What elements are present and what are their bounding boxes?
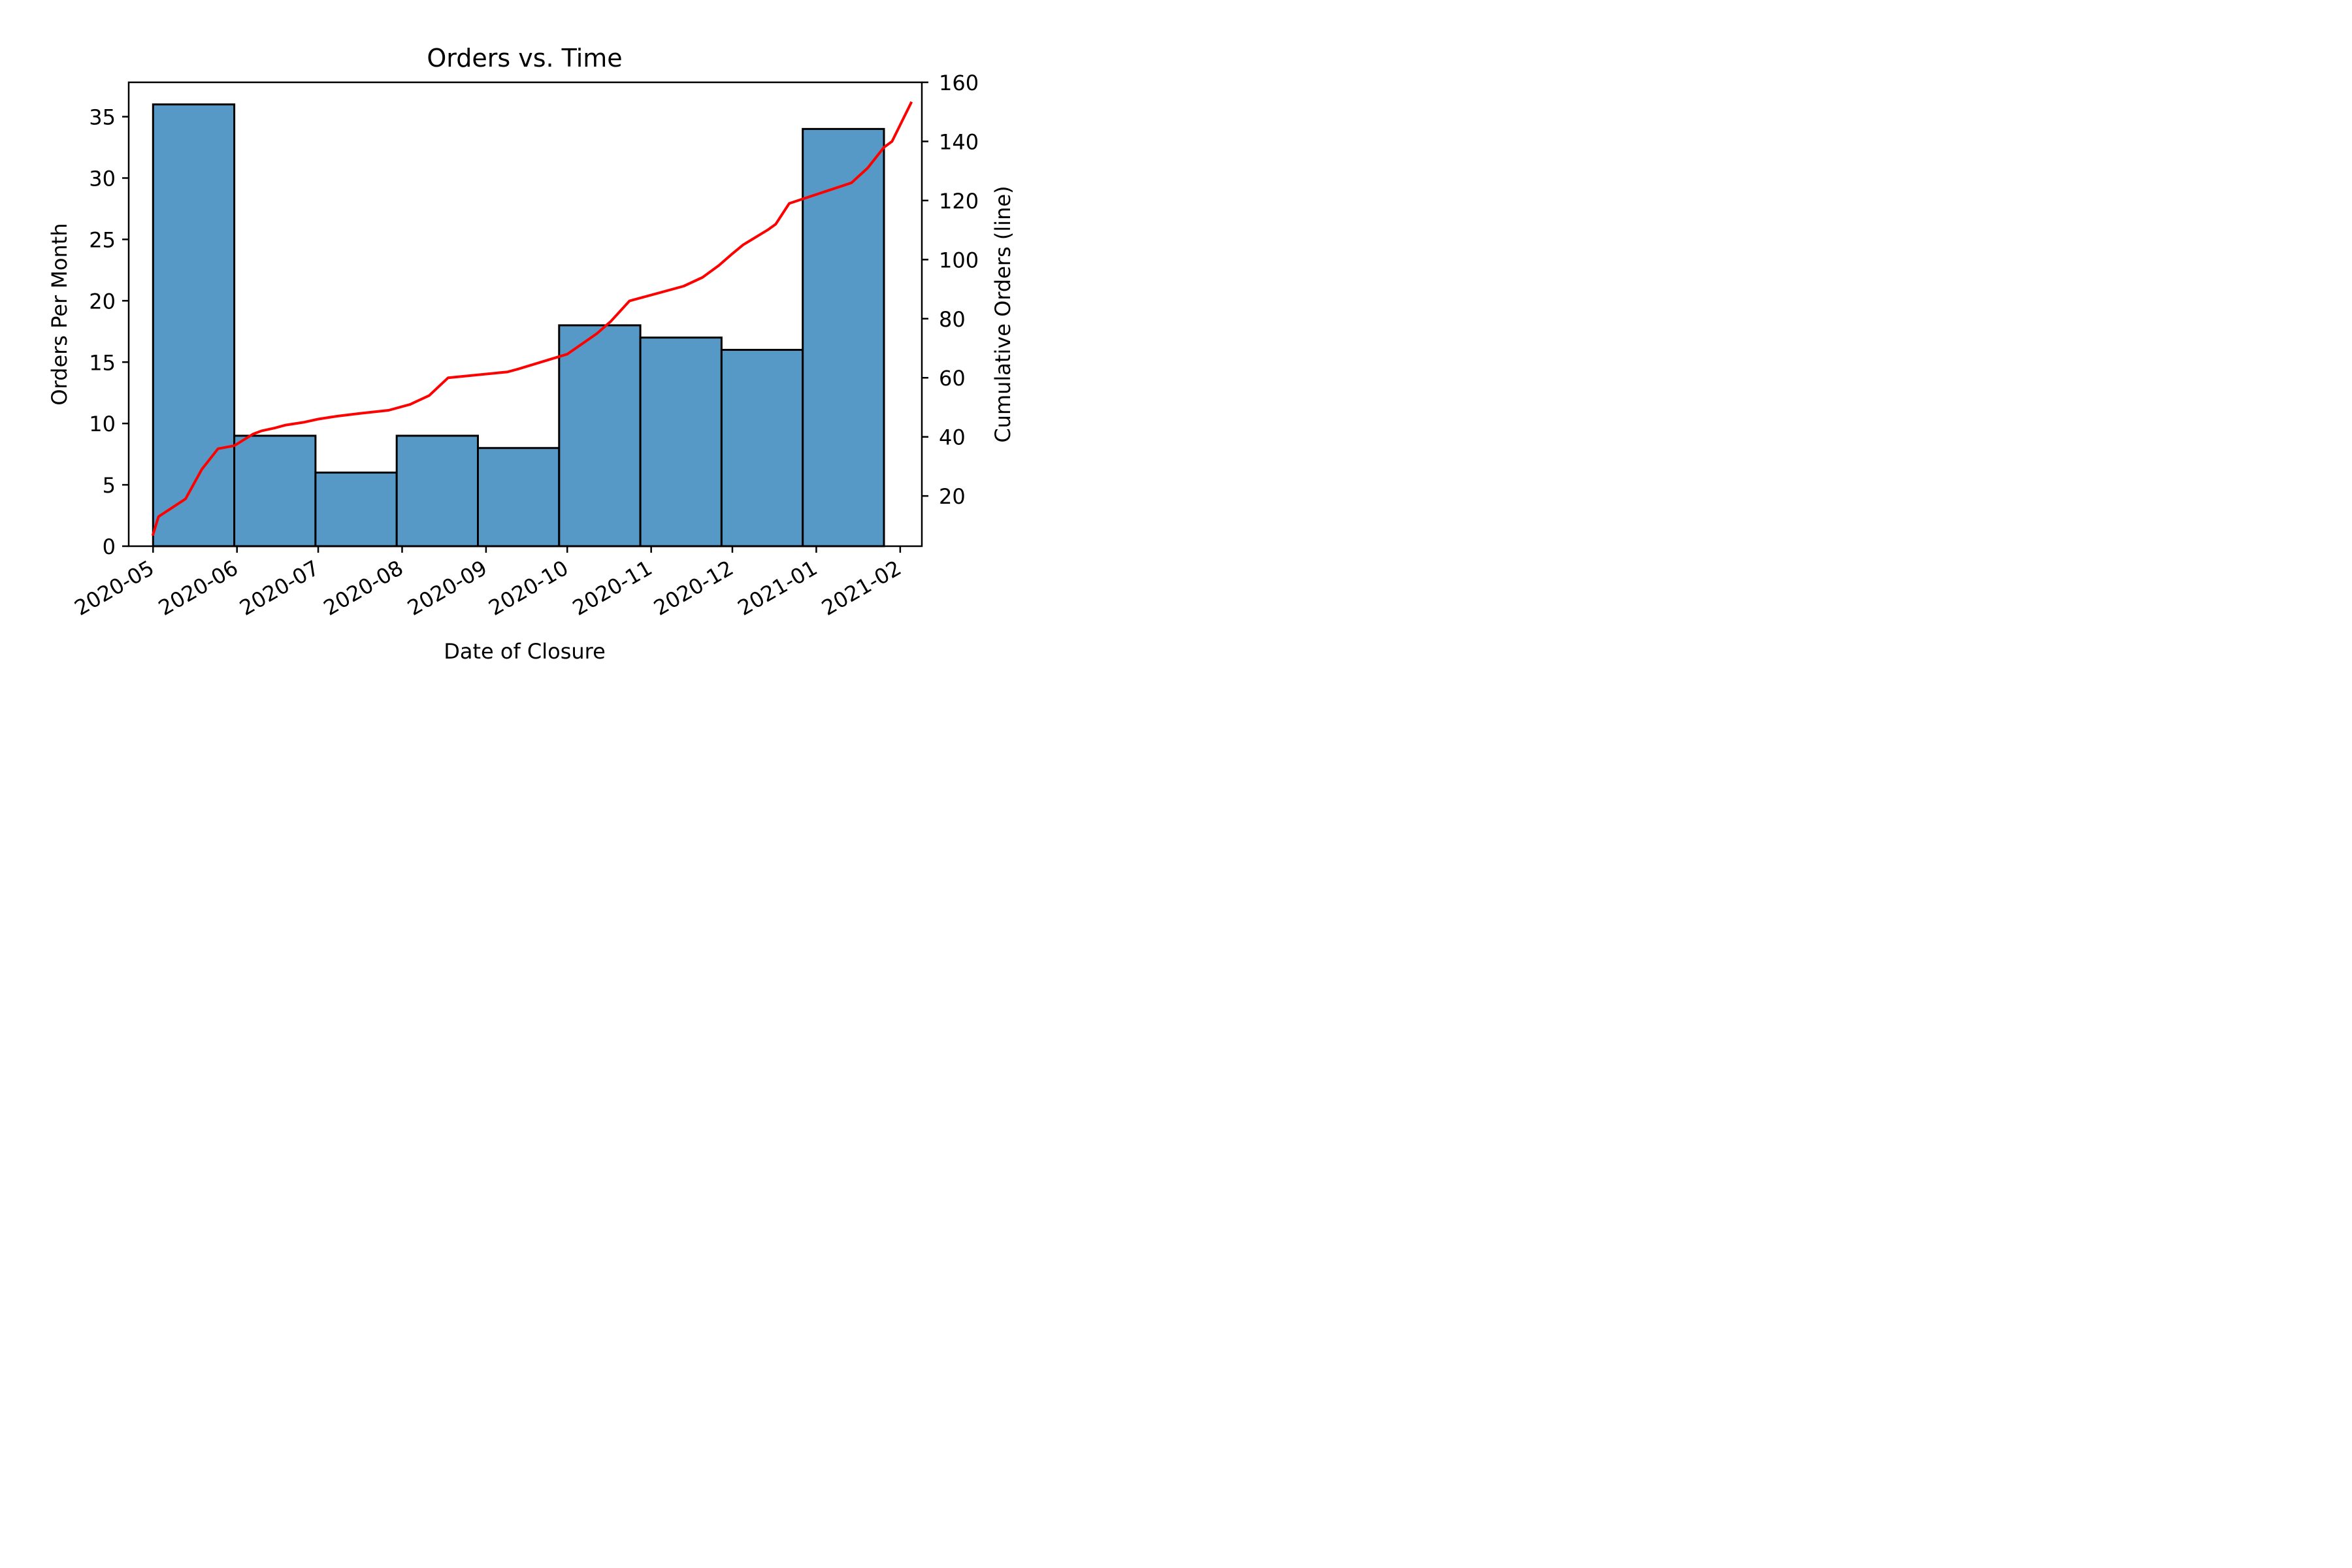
bar-3 xyxy=(314,471,398,547)
y-tick-label-left: 0 xyxy=(103,534,116,559)
y-tick-label-left: 35 xyxy=(89,105,116,130)
y-tick-label-right: 140 xyxy=(939,129,979,154)
bar-2 xyxy=(233,434,317,547)
y-tick-label-right: 160 xyxy=(939,71,979,95)
chart-root: Orders vs. Time 0 5 10 15 20 25 30 35 20 40 60 80 10… xyxy=(0,0,1024,683)
y-tick-label-left: 15 xyxy=(89,350,116,375)
bar-5 xyxy=(476,447,561,547)
y-axis-right-label: Cumulative Orders (line) xyxy=(990,186,1015,442)
x-tick-label: 2021-01 xyxy=(734,555,822,621)
plot-frame xyxy=(127,81,923,547)
y-axis-label: Orders Per Month xyxy=(47,223,72,405)
x-tick-label: 2020-07 xyxy=(235,555,323,621)
bar-1 xyxy=(152,103,236,547)
y-tick-label-right: 20 xyxy=(939,484,966,509)
x-tick-label: 2020-11 xyxy=(568,555,657,621)
chart-title: Orders vs. Time xyxy=(427,44,622,73)
bars-layer xyxy=(152,103,885,547)
line-layer xyxy=(151,101,913,536)
x-tick-label: 2020-12 xyxy=(649,555,738,621)
bar-7 xyxy=(639,336,723,547)
cumulative-line xyxy=(151,101,913,536)
x-tick-label: 2020-10 xyxy=(484,555,572,621)
bar-8 xyxy=(720,348,804,547)
bar-9 xyxy=(802,127,885,547)
bar-6 xyxy=(558,324,642,547)
y-tick-label-left: 20 xyxy=(89,289,116,314)
x-tick-label: 2020-08 xyxy=(319,555,408,621)
y-tick-label-right: 120 xyxy=(939,189,979,214)
y-tick-label-left: 30 xyxy=(89,167,116,191)
y-tick-label-right: 80 xyxy=(939,307,966,332)
x-axis-label: Date of Closure xyxy=(444,639,606,664)
chart-svg: Orders vs. Time 0 5 10 15 20 25 30 35 20 40 60 80 10… xyxy=(47,44,1015,664)
y-tick-label-right: 40 xyxy=(939,425,966,450)
x-tick-label: 2020-05 xyxy=(70,555,158,621)
y-tick-label-left: 25 xyxy=(89,227,116,252)
x-tick-label: 2020-09 xyxy=(403,555,491,621)
y-tick-label-right: 60 xyxy=(939,366,966,391)
y-tick-label-left: 5 xyxy=(103,473,116,498)
y-tick-label-right: 100 xyxy=(939,248,979,272)
y-tick-label-left: 10 xyxy=(89,412,116,436)
bar-4 xyxy=(395,434,479,547)
x-tick-label: 2020-06 xyxy=(154,555,242,621)
x-tick-label: 2021-02 xyxy=(817,555,906,621)
